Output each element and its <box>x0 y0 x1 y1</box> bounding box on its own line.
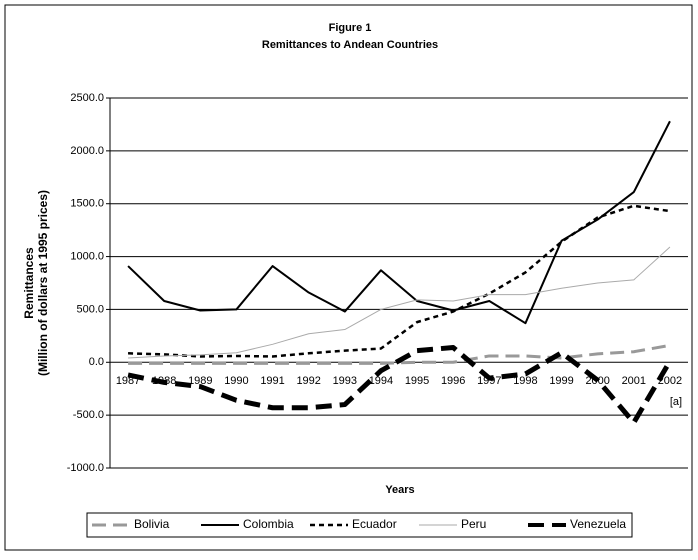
frame <box>4 4 693 551</box>
y-tick-label: 1500.0 <box>70 198 104 210</box>
y-tick-label: -500.0 <box>73 409 104 421</box>
chart-subtitle: Remittances to Andean Countries <box>262 39 438 51</box>
y-axis-title: Remittances <box>22 247 36 319</box>
x-tick-label: 1994 <box>369 375 393 387</box>
x-tick-label: 1992 <box>296 375 320 387</box>
y-tick-label: 1000.0 <box>70 250 104 262</box>
legend-box <box>86 512 633 538</box>
x-tick-label: 1990 <box>224 375 248 387</box>
series-line <box>128 343 671 365</box>
x-tick-label: 1996 <box>441 375 465 387</box>
y-tick-label: 2000.0 <box>70 145 104 157</box>
series-line <box>128 246 671 359</box>
x-tick-label: 1993 <box>333 375 357 387</box>
x-tick-label: 1995 <box>405 375 429 387</box>
x-tick-label: 1989 <box>188 375 212 387</box>
y-tick-label: -1000.0 <box>67 462 104 474</box>
chart-title: Figure 1 <box>329 22 372 34</box>
x-tick-label: 2001 <box>622 375 646 387</box>
x-tick-label: 1998 <box>513 375 537 387</box>
x-axis-title: Years <box>385 484 414 496</box>
series-line <box>127 344 673 426</box>
legend-label: Bolivia <box>134 517 170 531</box>
legend-label: Venezuela <box>570 517 626 531</box>
x-tick-label: 2002 <box>658 375 682 387</box>
series-line <box>128 204 671 358</box>
y-tick-label: 2500.0 <box>70 92 104 104</box>
legend-label: Peru <box>461 517 486 531</box>
legend-label: Ecuador <box>352 517 397 531</box>
x-tick-label: 1997 <box>477 375 501 387</box>
legend-label: Colombia <box>243 517 294 531</box>
x-tick-label: 1999 <box>549 375 573 387</box>
x-tick-label: 1991 <box>260 375 284 387</box>
y-tick-label: 0.0 <box>89 356 104 368</box>
y-axis-title: (Million of dollars at 1995 prices) <box>36 190 50 376</box>
y-tick-label: 500.0 <box>76 303 104 315</box>
annotation: [a] <box>670 396 682 408</box>
